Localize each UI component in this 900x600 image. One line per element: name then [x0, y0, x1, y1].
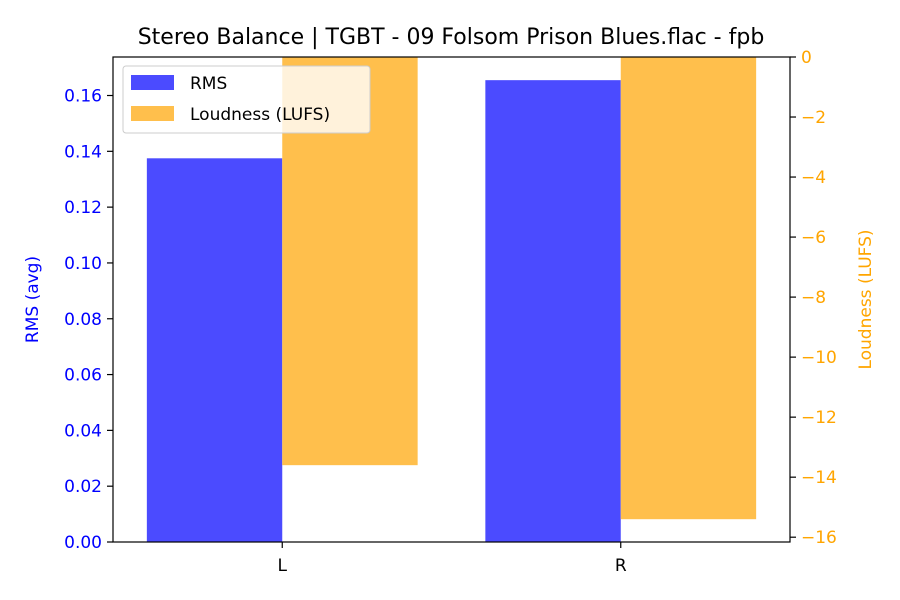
x-tick-label: R — [615, 556, 627, 576]
y-left-tick-label: 0.12 — [64, 198, 102, 218]
y-left-tick-label: 0.02 — [64, 477, 102, 497]
legend-box — [122, 65, 371, 134]
y-left-tick-label: 0.00 — [64, 533, 102, 553]
bar-rms-L — [146, 158, 283, 542]
x-tick-label: L — [278, 556, 288, 576]
bars-layer — [146, 57, 757, 542]
plot-frame — [112, 56, 791, 543]
y-right-tick-label: −4 — [801, 168, 826, 188]
y-right-tick-label: −6 — [801, 228, 826, 248]
y-left-tick-label: 0.04 — [64, 421, 102, 441]
y-right-tick-label: −2 — [801, 108, 826, 128]
y-axis-left-label: RMS (avg) — [23, 256, 43, 343]
y-right-tick-label: −12 — [801, 408, 837, 428]
chart-title: Stereo Balance | TGBT - 09 Folsom Prison… — [138, 25, 765, 50]
y-axis-left: 0.00 0.02 0.04 0.06 0.08 0.10 0.12 0.14 0.16 — [64, 87, 113, 553]
y-axis-right: 0 −2 −4 −6 −8 −10 −12 −14 −16 — [790, 48, 837, 548]
y-right-tick-label: 0 — [801, 48, 812, 68]
legend-swatch-loudness — [131, 106, 174, 121]
y-left-tick-label: 0.08 — [64, 310, 102, 330]
y-right-tick-label: −10 — [801, 348, 837, 368]
y-left-tick-label: 0.06 — [64, 366, 102, 386]
y-right-tick-label: −8 — [801, 288, 826, 308]
y-axis-right-label: Loudness (LUFS) — [856, 229, 876, 369]
y-left-tick-label: 0.16 — [64, 87, 102, 107]
legend-label-loudness: Loudness (LUFS) — [190, 105, 330, 125]
bar-rms-R — [485, 80, 621, 542]
legend: RMS Loudness (LUFS) — [122, 65, 371, 134]
y-right-tick-label: −14 — [801, 468, 837, 488]
y-left-tick-label: 0.14 — [64, 142, 102, 162]
legend-label-rms: RMS — [190, 74, 227, 94]
y-left-tick-label: 0.10 — [64, 254, 102, 274]
bar-loudness-R — [620, 57, 757, 520]
legend-swatch-rms — [131, 75, 174, 90]
y-right-tick-label: −16 — [801, 528, 837, 548]
